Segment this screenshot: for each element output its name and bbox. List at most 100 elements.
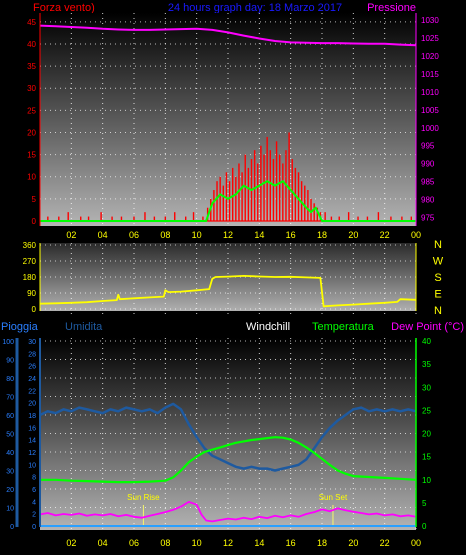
y-tick-temp-0: 0 — [422, 522, 427, 531]
wind-bar — [253, 150, 256, 221]
y-tick-rain-12: 12 — [28, 450, 36, 457]
humidity-line — [39, 402, 417, 472]
y-tick-pressure-1005: 1005 — [421, 106, 439, 115]
y-tick-wind-5: 5 — [32, 195, 37, 204]
wind-bar — [266, 136, 268, 221]
wind-bar — [58, 216, 60, 221]
rain-label: Pioggia — [1, 321, 39, 333]
y-tick-pressure-1030: 1030 — [421, 16, 439, 25]
y-tick-temp-40: 40 — [422, 337, 431, 346]
y-tick-rain-14: 14 — [28, 438, 36, 445]
humidity-label: Umidita — [65, 321, 103, 333]
x-tick-label-16: 16 — [286, 230, 296, 240]
wind-bar — [225, 172, 228, 221]
temperature-label: Temperatura — [312, 321, 375, 333]
wind-bar — [401, 216, 403, 221]
wind-bar — [241, 172, 243, 221]
y-tick-temp-10: 10 — [422, 476, 431, 485]
dewpoint-line — [39, 500, 417, 523]
x-tick-label-02: 02 — [66, 230, 76, 240]
y-tick-wind-10: 10 — [27, 173, 36, 182]
y-tick-rain-8: 8 — [32, 475, 36, 482]
wind-bar — [297, 172, 300, 221]
y-tick-pressure-975: 975 — [421, 213, 435, 222]
y-tick-pressure-995: 995 — [421, 142, 435, 151]
wind-bar — [330, 216, 333, 221]
y-tick-rain-18: 18 — [28, 413, 36, 420]
wind-bar — [410, 216, 412, 221]
y-tick-dir-270: 270 — [23, 257, 37, 266]
wind-bar — [202, 216, 204, 221]
wind-bar — [288, 132, 290, 221]
x-tick-label-20: 20 — [348, 538, 358, 548]
y-tick-rain-22: 22 — [28, 388, 36, 395]
wind-bar — [272, 159, 275, 221]
direction-axes: 0 90 180 270 360 — [23, 241, 417, 314]
y-tick-wind-25: 25 — [27, 106, 36, 115]
wind-bar — [100, 212, 102, 221]
y-tick-humidity-20: 20 — [6, 487, 14, 494]
x-tick-label-06: 06 — [129, 230, 139, 240]
wind-bar — [185, 216, 187, 221]
y-tick-humidity-90: 90 — [6, 358, 14, 365]
y-tick-humidity-60: 60 — [6, 413, 14, 420]
y-tick-rain-4: 4 — [32, 499, 36, 506]
wind-bar — [282, 163, 284, 221]
wind-bar — [120, 216, 123, 221]
x-tick-label-22: 22 — [380, 538, 390, 548]
wind-bar — [232, 167, 234, 221]
x-tick-label-14: 14 — [254, 538, 264, 548]
y-tick-temp-20: 20 — [422, 430, 431, 439]
wind-bar — [153, 216, 156, 221]
direction-line — [39, 274, 417, 308]
wind-bar — [260, 145, 262, 221]
annotation-sun-set: Sun Set — [319, 493, 348, 502]
y-tick-rain-10: 10 — [28, 462, 36, 469]
y-tick-humidity-70: 70 — [6, 395, 14, 402]
y-tick-temp-15: 15 — [422, 453, 431, 462]
y-tick-temp-35: 35 — [422, 360, 431, 369]
x-tick-label-00: 00 — [411, 230, 421, 240]
wind-pressure-plot-area — [40, 13, 416, 226]
annotation-sun-rise: Sun Rise — [127, 493, 160, 502]
dewpoint-label: Dew Point (°C) — [391, 321, 464, 333]
y-tick-pressure-985: 985 — [421, 178, 435, 187]
wind-bar — [164, 216, 167, 221]
windchill-label: Windchill — [246, 321, 290, 333]
y-tick-wind-20: 20 — [27, 128, 36, 137]
wind-bar — [275, 141, 278, 221]
y-tick-rain-24: 24 — [28, 376, 36, 383]
x-tick-label-18: 18 — [317, 230, 327, 240]
y-tick-wind-45: 45 — [27, 18, 36, 27]
y-tick-wind-40: 40 — [27, 40, 36, 49]
y-tick-humidity-10: 10 — [6, 506, 14, 513]
y-tick-dir-90: 90 — [27, 289, 36, 298]
wind-bar — [80, 216, 82, 221]
x-tick-label-06: 06 — [129, 538, 139, 548]
y-tick-rain-0: 0 — [32, 524, 36, 531]
y-tick-temp-30: 30 — [422, 383, 431, 392]
compass-letter-e: E — [434, 289, 441, 301]
wind-bar — [316, 207, 318, 221]
x-tick-label-08: 08 — [160, 538, 170, 548]
gust-line — [40, 180, 416, 222]
y-tick-humidity-80: 80 — [6, 376, 14, 383]
wind-bar — [174, 212, 176, 221]
wind-bar — [338, 216, 340, 221]
x-tick-label-22: 22 — [380, 230, 390, 240]
y-tick-rain-2: 2 — [32, 512, 36, 519]
y-tick-dir-360: 360 — [23, 241, 37, 250]
wind-bar — [47, 216, 49, 221]
y-tick-pressure-990: 990 — [421, 160, 435, 169]
y-tick-pressure-1010: 1010 — [421, 88, 439, 97]
wind-bar — [313, 203, 315, 221]
x-tick-label-14: 14 — [254, 230, 264, 240]
y-tick-rain-30: 30 — [28, 339, 36, 346]
y-tick-temp-5: 5 — [422, 499, 427, 508]
y-tick-dir-180: 180 — [23, 273, 37, 282]
pressure-line — [39, 24, 417, 47]
temp-humidity-axes: 0102030405060708090100024681012141618202… — [2, 337, 431, 548]
wind-bar — [228, 181, 231, 221]
y-tick-humidity-40: 40 — [6, 450, 14, 457]
